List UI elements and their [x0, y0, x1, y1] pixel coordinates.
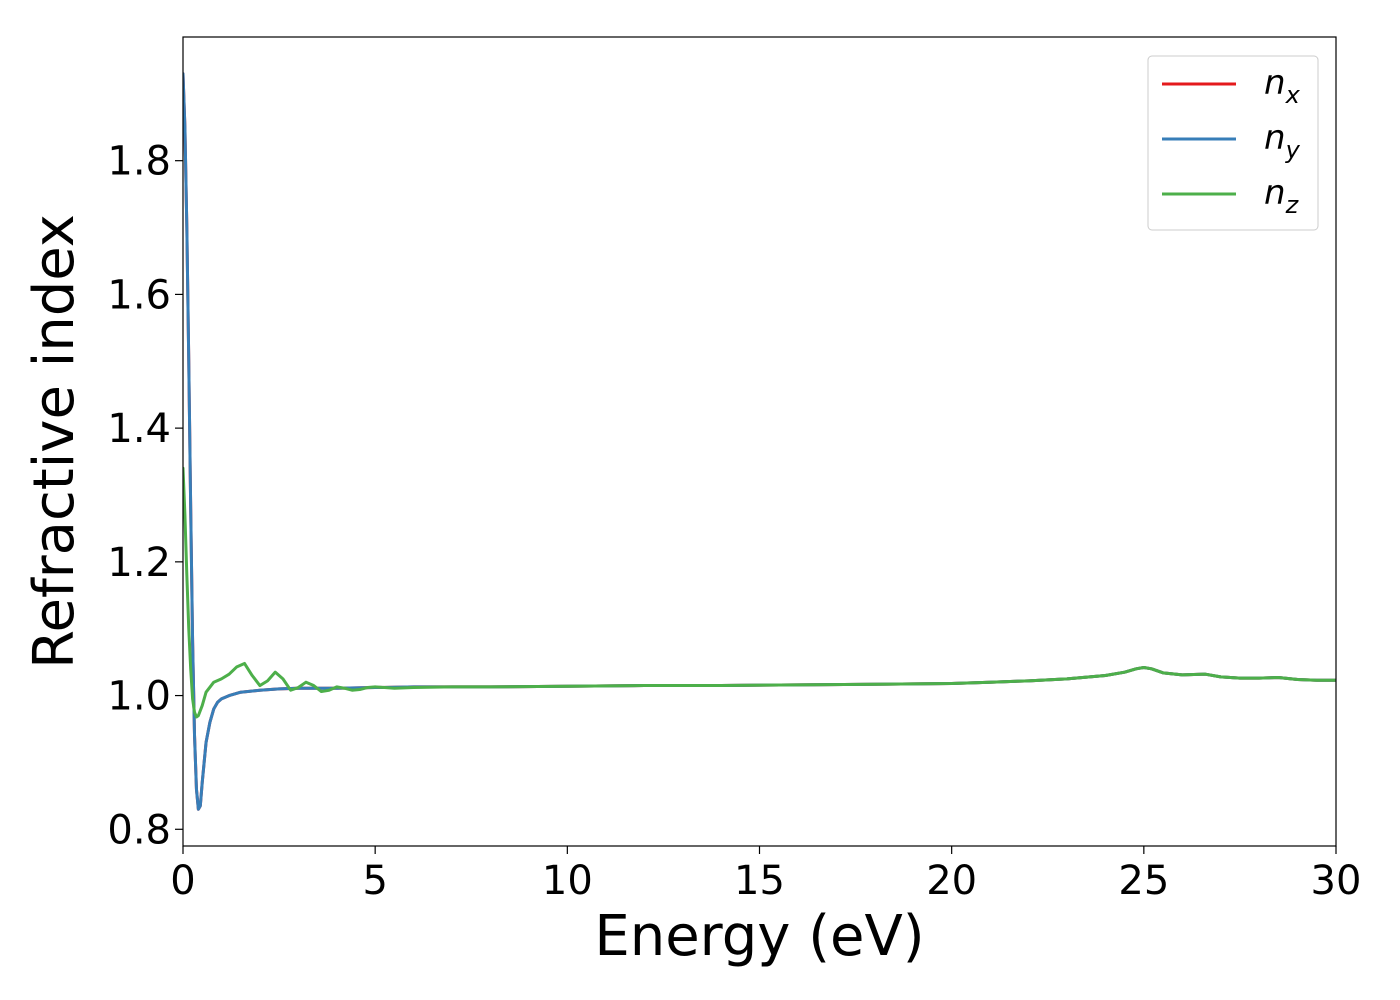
y-tick-label: 1.8: [107, 139, 171, 185]
y-axis-label: Refractive index: [22, 214, 87, 669]
y-tick-label: 0.8: [107, 807, 171, 853]
y-tick-label: 1.4: [107, 406, 171, 452]
x-tick-label: 10: [542, 858, 593, 904]
y-axis-ticks: 0.8 1.0 1.2 1.4 1.6 1.8: [107, 139, 183, 853]
y-tick-label: 1.0: [107, 674, 171, 720]
x-tick-label: 5: [362, 858, 387, 904]
legend: nx ny nz: [1147, 55, 1319, 231]
x-tick-label: 15: [734, 858, 785, 904]
x-tick-label: 20: [926, 858, 977, 904]
legend-label-nx: nx: [1264, 63, 1301, 109]
x-tick-label: 25: [1118, 858, 1169, 904]
legend-box: [1147, 55, 1319, 231]
series-layer: [183, 72, 1336, 811]
series-line-nz: [183, 466, 1336, 719]
y-tick-label: 1.2: [107, 540, 171, 586]
legend-label-ny: ny: [1264, 118, 1301, 164]
x-axis-ticks: 0 5 10 15 20 25 30: [170, 846, 1361, 904]
x-tick-label: 30: [1311, 858, 1362, 904]
x-tick-label: 0: [170, 858, 195, 904]
y-tick-label: 1.6: [107, 272, 171, 318]
legend-label-nz: nz: [1264, 173, 1300, 219]
x-axis-label: Energy (eV): [594, 904, 924, 969]
